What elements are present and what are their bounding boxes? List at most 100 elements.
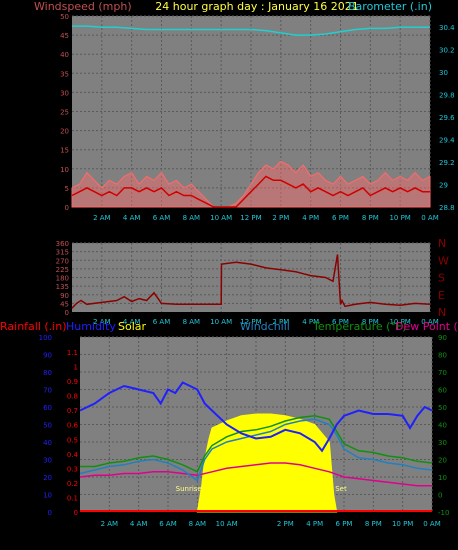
temperature-tick-label: 90 [438, 334, 447, 342]
time-tick-label: 4 AM [123, 214, 141, 222]
wind-direction-tick-label: 135 [56, 283, 69, 291]
rainfall-tick-label: 0.7 [67, 407, 78, 415]
time-tick-label: 6 AM [153, 318, 171, 326]
windspeed-tick-label: 5 [65, 185, 69, 193]
wind-gust-area [71, 160, 431, 208]
time-tick-label: 2 AM [101, 520, 119, 528]
compass-letter: W [438, 254, 449, 267]
compass-letter: N [438, 306, 446, 319]
wind-direction-tick-label: 360 [56, 240, 69, 248]
humidity-tick-label: 20 [43, 474, 52, 482]
barometer-line [72, 25, 430, 36]
time-tick-label: 4 AM [130, 520, 148, 528]
legend-label: Solar [118, 320, 147, 333]
temperature-line [80, 415, 433, 473]
rainfall-tick-label: 0 [74, 509, 78, 517]
time-tick-label: 10 AM [210, 318, 232, 326]
compass-letter: E [438, 289, 445, 302]
time-tick-label: 2 PM [272, 318, 289, 326]
windspeed-axis-title: Windspeed (mph) [34, 0, 132, 13]
rainfall-tick-label: 0.5 [67, 436, 78, 444]
time-tick-label: 8 PM [362, 214, 379, 222]
windspeed-tick-label: 10 [60, 166, 69, 174]
legend-label: Temperature (°F) [312, 320, 407, 333]
windspeed-tick-label: 50 [60, 13, 69, 21]
humidity-line [79, 381, 433, 453]
time-tick-label: 10 AM [216, 520, 238, 528]
time-tick-label: 8 PM [362, 318, 379, 326]
time-tick-label: 8 PM [365, 520, 382, 528]
barometer-tick-label: 30 [439, 69, 448, 77]
time-tick-label: 10 PM [389, 214, 410, 222]
barometer-tick-label: 29.6 [439, 114, 455, 122]
time-tick-label: 2 AM [93, 318, 111, 326]
time-tick-label: 2 PM [277, 520, 294, 528]
temperature-tick-label: 0 [438, 492, 442, 500]
humidity-tick-label: 100 [39, 334, 52, 342]
temperature-tick-label: 50 [438, 404, 447, 412]
rainfall-tick-label: 0.1 [67, 494, 78, 502]
barometer-tick-label: 30.2 [439, 47, 455, 55]
time-tick-label: 2 PM [272, 214, 289, 222]
time-tick-label: 6 PM [332, 318, 349, 326]
legend-label: Humidity [66, 320, 116, 333]
windspeed-tick-label: 0 [65, 204, 69, 212]
time-tick-label: 0 AM [423, 520, 441, 528]
rainfall-tick-label: 0.3 [67, 465, 78, 473]
time-tick-label: 4 PM [302, 318, 319, 326]
temperature-tick-label: 70 [438, 369, 447, 377]
time-tick-label: 4 PM [306, 520, 323, 528]
time-tick-label: 8 AM [189, 520, 207, 528]
time-tick-label: 6 PM [336, 520, 353, 528]
compass-letter: S [438, 272, 445, 285]
time-tick-label: 12 PM [240, 214, 261, 222]
barometer-tick-label: 29.4 [439, 137, 455, 145]
wind-direction-line [71, 254, 431, 309]
time-tick-label: 8 AM [183, 214, 201, 222]
wind-average-line [71, 175, 430, 208]
time-tick-label: 4 PM [302, 214, 319, 222]
windspeed-tick-label: 25 [60, 109, 69, 117]
legend-label: Rainfall (.in) [0, 320, 67, 333]
windspeed-tick-label: 30 [60, 89, 69, 97]
dew-point-line [79, 462, 432, 487]
time-tick-label: 6 AM [159, 520, 177, 528]
time-tick-label: 4 AM [123, 318, 141, 326]
time-tick-label: 8 AM [183, 318, 201, 326]
humidity-tick-label: 40 [43, 439, 52, 447]
time-tick-label: 12 PM [240, 318, 261, 326]
time-tick-label: 6 PM [332, 214, 349, 222]
time-tick-label: 10 PM [389, 318, 410, 326]
legend-label: Windchill [240, 320, 290, 333]
wind-direction-tick-label: 315 [56, 249, 69, 257]
sunset-annotation: Set [335, 485, 347, 493]
rainfall-tick-label: 0.6 [67, 422, 79, 430]
rainfall-tick-label: 0.2 [67, 480, 78, 488]
time-tick-label: 10 PM [392, 520, 413, 528]
windspeed-tick-label: 15 [60, 147, 69, 155]
sunrise-annotation: Sunrise [176, 485, 202, 493]
rainfall-tick-label: 0.4 [67, 451, 79, 459]
humidity-tick-label: 0 [48, 509, 52, 517]
barometer-tick-label: 28.8 [439, 204, 455, 212]
humidity-tick-label: 80 [43, 369, 52, 377]
wind-direction-tick-label: 45 [60, 300, 69, 308]
temperature-tick-label: 60 [438, 387, 447, 395]
compass-letter: N [438, 237, 446, 250]
temperature-tick-label: 30 [438, 439, 447, 447]
humidity-tick-label: 90 [43, 352, 52, 360]
windspeed-tick-label: 20 [60, 128, 69, 136]
temperature-tick-label: -10 [438, 509, 449, 517]
barometer-tick-label: 29.2 [439, 159, 455, 167]
time-tick-label: 0 AM [421, 214, 439, 222]
barometer-tick-label: 30.4 [439, 24, 455, 32]
wind-direction-tick-label: 225 [56, 266, 69, 274]
wind-direction-tick-label: 0 [65, 309, 69, 317]
plot-background [72, 16, 430, 207]
barometer-axis-title: Barometer (.in) [348, 0, 432, 13]
temperature-tick-label: 20 [438, 457, 447, 465]
chart-title: 24 hour graph day : January 16 2021 [155, 0, 359, 13]
rainfall-tick-label: 1.1 [67, 349, 78, 357]
time-tick-label: 0 AM [421, 318, 439, 326]
